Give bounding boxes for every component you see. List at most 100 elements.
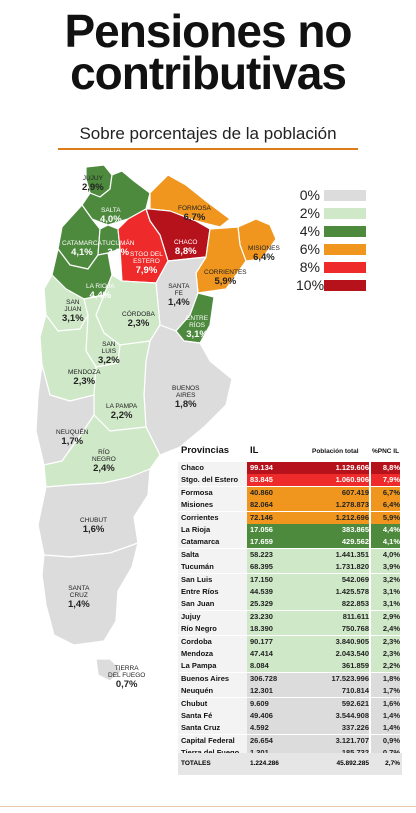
- legend-label: 10%: [296, 277, 325, 293]
- cell-poblacion: 1.425.578: [305, 586, 369, 598]
- cell-il: 90.177: [247, 635, 306, 648]
- legend-label: 8%: [299, 259, 320, 275]
- cell-pct: 6,4%: [371, 499, 400, 512]
- table-row: Tucumán 68.395 1.731.820 3,9%: [178, 561, 402, 574]
- cell-pct: 6,7%: [371, 486, 400, 499]
- table-row: Santa Fé 49.406 3.544.908 1,4%: [178, 710, 402, 722]
- cell-provincia: Tucumán: [178, 561, 247, 574]
- cell-pct: 8,8%: [371, 462, 400, 474]
- province-santa-cruz: [41, 542, 139, 646]
- cell-il: 47.414: [247, 648, 306, 660]
- table-row: Stgo. del Estero 83.845 1.060.906 7,9%: [178, 474, 402, 487]
- table-row: Chubut 9.609 592.621 1,6%: [178, 697, 402, 710]
- cell-poblacion: 822.853: [305, 598, 369, 611]
- cell-pct: 3,1%: [371, 598, 400, 611]
- argentina-map: JUJUY 2,9% SALTA 4,0% FORMOSA 6,7% CATAMARC…: [0, 165, 416, 725]
- title-divider: [58, 148, 358, 150]
- cell-il: 23.230: [247, 610, 306, 623]
- cell-pct: 0,9%: [371, 734, 400, 747]
- title-line-2: contributivas: [70, 47, 347, 99]
- cell-il: 17.659: [247, 536, 306, 549]
- cell-il: 25.329: [247, 598, 306, 611]
- cell-provincia: Río Negro: [178, 623, 247, 636]
- legend-swatch: [324, 190, 366, 201]
- label-mendoza: MENDOZA 2,3%: [68, 369, 101, 387]
- cell-poblacion: 17.523.996: [305, 672, 369, 685]
- cell-provincia: Cordoba: [178, 635, 247, 648]
- table-row: Jujuy 23.230 811.611 2,9%: [178, 610, 402, 623]
- label-tucuman: TUCUMÁN 3,9%: [102, 240, 135, 258]
- cell-il: 72.146: [247, 511, 306, 524]
- cell-pct: 3,9%: [371, 561, 400, 574]
- cell-provincia: La Pampa: [178, 660, 247, 673]
- cell-provincia: Jujuy: [178, 610, 247, 623]
- table-row: Corrientes 72.146 1.212.696 5,9%: [178, 511, 402, 524]
- legend-label: 6%: [299, 241, 320, 257]
- legend-swatch: [324, 280, 366, 291]
- totals-label: TOTALES: [181, 760, 211, 767]
- table-row: Catamarca 17.659 429.562 4,1%: [178, 536, 402, 549]
- label-chubut: CHUBUT 1,6%: [80, 517, 108, 535]
- cell-pct: 5,9%: [371, 511, 400, 524]
- cell-provincia: Santa Fé: [178, 710, 247, 722]
- cell-poblacion: 592.621: [305, 697, 369, 710]
- cell-provincia: San Juan: [178, 598, 247, 611]
- cell-pct: 3,1%: [371, 586, 400, 598]
- cell-il: 306.728: [247, 672, 306, 685]
- cell-poblacion: 337.226: [305, 722, 369, 735]
- legend-label: 0%: [299, 187, 320, 203]
- cell-il: 18.390: [247, 623, 306, 636]
- cell-poblacion: 750.768: [305, 623, 369, 636]
- label-entre-rios: ENTRE RÍOS 3,1%: [186, 315, 209, 340]
- cell-pct: 4,0%: [371, 548, 400, 561]
- table-row: San Luis 17.150 542.069 3,2%: [178, 573, 402, 586]
- cell-provincia: San Luis: [178, 573, 247, 586]
- label-buenos-aires: BUENOS AIRES 1,8%: [172, 385, 200, 410]
- legend-label: 4%: [299, 223, 320, 239]
- legend-swatch: [324, 208, 366, 219]
- cell-poblacion: 383.865: [305, 524, 369, 536]
- bottom-divider: [0, 806, 416, 807]
- cell-il: 82.064: [247, 499, 306, 512]
- cell-poblacion: 1.129.606: [305, 462, 369, 474]
- cell-pct: 1,7%: [371, 685, 400, 698]
- cell-il: 12.301: [247, 685, 306, 698]
- cell-il: 17.056: [247, 524, 306, 536]
- cell-provincia: Capital Federal: [178, 734, 247, 747]
- table-row: Entre Ríos 44.539 1.425.578 3,1%: [178, 586, 402, 598]
- cell-il: 4.592: [247, 722, 306, 735]
- label-misiones: MISIONES 6,4%: [248, 245, 280, 263]
- label-tierra-del-fuego: TIERRA DEL FUEGO 0,7%: [108, 665, 146, 690]
- legend-swatch: [324, 262, 366, 273]
- title: Pensiones no contributivas: [0, 5, 416, 99]
- cell-pct: 3,2%: [371, 573, 400, 586]
- cell-provincia: Chubut: [178, 697, 247, 710]
- label-corrientes: CORRIENTES 5,9%: [204, 269, 247, 287]
- label-jujuy: JUJUY 2,9%: [82, 175, 104, 193]
- province-tierra-del-fuego: [95, 658, 123, 682]
- cell-provincia: Stgo. del Estero: [178, 474, 247, 487]
- cell-pct: 1,4%: [371, 722, 400, 735]
- table-row: Santa Cruz 4.592 337.226 1,4%: [178, 722, 402, 735]
- cell-pct: 2,3%: [371, 635, 400, 648]
- table-row: Misiones 82.064 1.278.873 6,4%: [178, 499, 402, 512]
- cell-il: 26.654: [247, 734, 306, 747]
- cell-il: 49.406: [247, 710, 306, 722]
- header-poblacion: Población total: [312, 448, 359, 455]
- table-row: Mendoza 47.414 2.043.540 2,3%: [178, 648, 402, 660]
- header-il: IL: [250, 445, 259, 456]
- cell-provincia: Mendoza: [178, 648, 247, 660]
- map-svg: [35, 165, 277, 682]
- cell-pct: 2,4%: [371, 623, 400, 636]
- label-san-juan: SAN JUAN 3,1%: [62, 299, 84, 324]
- legend-label: 2%: [299, 205, 320, 221]
- cell-poblacion: 1.731.820: [305, 561, 369, 574]
- cell-provincia: Neuquén: [178, 685, 247, 698]
- title-line-1: Pensiones no: [64, 5, 352, 57]
- table-row: La Rioja 17.056 383.865 4,4%: [178, 524, 402, 536]
- label-la-rioja: LA RIOJA 4,4%: [86, 283, 115, 301]
- cell-poblacion: 1.060.906: [305, 474, 369, 487]
- cell-pct: 2,3%: [371, 648, 400, 660]
- table-row: Chaco 99.134 1.129.606 8,8%: [178, 462, 402, 474]
- cell-poblacion: 2.043.540: [305, 648, 369, 660]
